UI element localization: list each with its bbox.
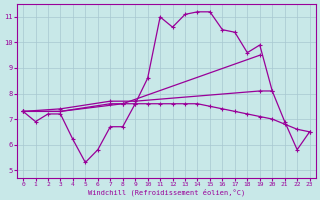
X-axis label: Windchill (Refroidissement éolien,°C): Windchill (Refroidissement éolien,°C) — [88, 188, 245, 196]
